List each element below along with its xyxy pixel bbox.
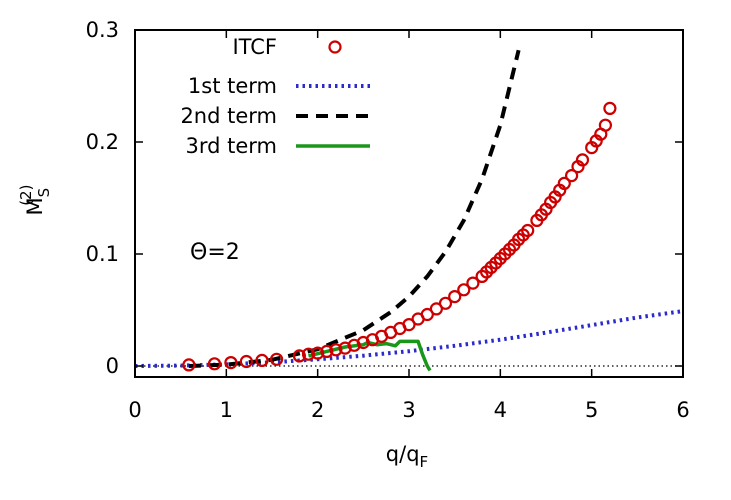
x-tick-label: 2 xyxy=(311,398,324,422)
data-point-itcf xyxy=(224,356,238,370)
y-tick-label: 0.2 xyxy=(86,130,119,154)
series-layer xyxy=(135,49,683,372)
legend-label: 1st term xyxy=(188,74,277,98)
x-tick-label: 4 xyxy=(494,398,507,422)
series-line-3rd-term xyxy=(308,339,432,372)
data-point-itcf xyxy=(557,176,571,190)
data-point-itcf xyxy=(320,344,334,358)
x-tick-label: 5 xyxy=(585,398,598,422)
y-tick-label: 0 xyxy=(106,354,119,378)
data-point-itcf xyxy=(182,358,196,372)
x-tick-label: 3 xyxy=(402,398,415,422)
data-point-itcf xyxy=(301,347,316,361)
legend-label: ITCF xyxy=(232,35,277,59)
x-tick-label: 6 xyxy=(676,398,689,422)
data-point-itcf xyxy=(429,302,443,316)
data-point-itcf xyxy=(239,354,253,369)
data-point-itcf xyxy=(598,118,613,132)
x-tick-label: 0 xyxy=(128,398,141,422)
data-point-itcf xyxy=(270,352,284,366)
data-point-itcf xyxy=(292,349,306,363)
theta-annotation: Θ=2 xyxy=(190,240,240,265)
x-axis-label: q/qF xyxy=(386,442,428,471)
data-point-itcf xyxy=(603,101,617,116)
data-point-itcf xyxy=(466,276,480,290)
legend-marker-itcf xyxy=(328,40,342,54)
legend-label: 2nd term xyxy=(180,104,277,128)
data-point-itcf xyxy=(521,223,535,238)
data-point-itcf xyxy=(564,169,579,183)
data-point-itcf xyxy=(207,357,222,371)
data-point-itcf xyxy=(255,353,269,367)
data-point-itcf xyxy=(329,343,343,357)
data-point-itcf xyxy=(438,296,453,310)
tick-layer: 0 1 2 3 4 5 6 0 0.1 0.2 0.3 xyxy=(86,18,690,422)
x-tick-label: 1 xyxy=(220,398,233,422)
y-tick-label: 0.1 xyxy=(86,242,119,266)
legend: ITCF 1st term 2nd term 3rd term xyxy=(180,35,370,158)
data-point-itcf xyxy=(575,153,590,167)
legend-label: 3rd term xyxy=(185,134,277,158)
y-tick-label: 0.3 xyxy=(86,18,119,42)
data-point-itcf xyxy=(402,318,416,332)
y-axis-label: MS(2) xyxy=(17,185,53,216)
data-point-itcf xyxy=(457,283,471,297)
data-point-itcf xyxy=(448,290,462,304)
data-point-itcf xyxy=(311,346,325,360)
data-point-itcf xyxy=(420,307,434,322)
